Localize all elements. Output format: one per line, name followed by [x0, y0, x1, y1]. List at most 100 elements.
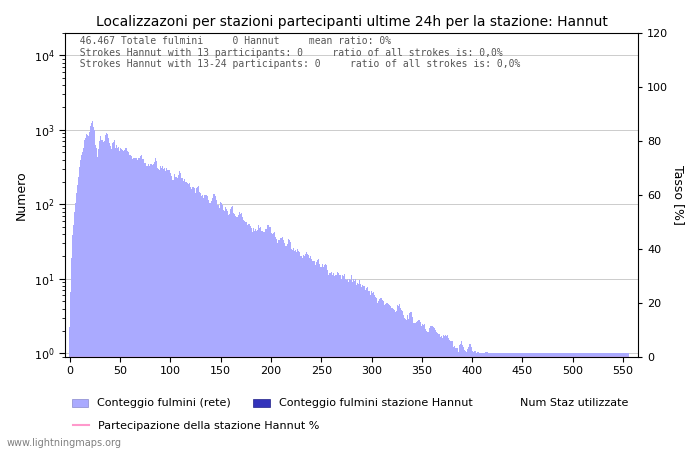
Bar [515, 353, 516, 450]
Bar [497, 353, 498, 450]
Bar [428, 332, 429, 450]
Bar [525, 353, 526, 450]
Bar [333, 273, 334, 450]
Bar [453, 347, 454, 450]
Bar [475, 351, 476, 450]
Bar [326, 266, 327, 450]
Bar [474, 351, 475, 450]
Bar [324, 265, 325, 450]
Bar [527, 353, 528, 450]
Bar [483, 353, 484, 450]
Bar [118, 151, 120, 450]
Y-axis label: Tasso [%]: Tasso [%] [672, 165, 685, 225]
Bar [86, 134, 88, 450]
Bar [95, 145, 97, 450]
Bar [232, 206, 233, 450]
Bar [322, 264, 323, 450]
Bar [540, 353, 541, 450]
Bar [567, 353, 568, 450]
Bar [155, 158, 156, 450]
Bar [315, 265, 316, 450]
Bar [71, 258, 72, 450]
Bar [546, 353, 547, 450]
Bar [79, 167, 81, 450]
Bar [265, 230, 267, 450]
Bar [499, 353, 500, 450]
Bar [248, 224, 249, 450]
Bar [400, 308, 401, 450]
Bar [122, 151, 124, 450]
Bar [314, 261, 315, 450]
Bar [389, 305, 390, 450]
Bar [74, 212, 76, 450]
Bar [581, 353, 582, 450]
Bar [429, 328, 430, 450]
Bar [146, 166, 147, 450]
Bar [351, 275, 352, 450]
Bar [465, 351, 466, 450]
Bar [115, 148, 116, 450]
Bar [339, 275, 340, 450]
Bar [235, 216, 237, 450]
Bar [134, 158, 136, 450]
Bar [467, 349, 468, 450]
Bar [488, 353, 489, 450]
Bar [150, 164, 152, 450]
Bar [201, 196, 202, 450]
Bar [494, 353, 495, 450]
Bar [94, 127, 95, 450]
Bar [281, 237, 283, 450]
Bar [206, 195, 207, 450]
Bar [543, 353, 544, 450]
Bar [145, 163, 146, 450]
Bar [401, 310, 402, 450]
Bar [506, 353, 507, 450]
Bar [76, 193, 78, 450]
Bar [69, 327, 70, 450]
Bar [168, 170, 169, 450]
Bar [180, 173, 181, 450]
Bar [535, 353, 536, 450]
Bar [582, 353, 583, 450]
Bar [90, 126, 92, 450]
Bar [181, 178, 182, 450]
Bar [327, 270, 328, 450]
Bar [596, 353, 597, 450]
Bar [458, 345, 460, 450]
Bar [461, 345, 463, 450]
Bar [523, 353, 524, 450]
Bar [196, 188, 197, 450]
Bar [162, 166, 163, 450]
Bar [539, 353, 540, 450]
Bar [530, 353, 531, 450]
Bar [163, 169, 164, 450]
Bar [583, 353, 584, 450]
Bar [295, 252, 297, 450]
Bar [346, 280, 347, 450]
Bar [396, 311, 398, 450]
Bar [336, 274, 337, 450]
Bar [373, 292, 374, 450]
Bar [247, 225, 248, 450]
Bar [511, 353, 512, 450]
Bar [352, 282, 353, 450]
Bar [149, 166, 150, 450]
Bar [454, 348, 456, 450]
Bar [603, 353, 605, 450]
Bar [113, 140, 115, 450]
Bar [157, 168, 158, 450]
Bar [279, 238, 281, 450]
Bar [476, 353, 477, 450]
Bar [456, 348, 458, 450]
Bar [78, 177, 79, 450]
Bar [550, 353, 551, 450]
Bar [362, 285, 363, 450]
Bar [277, 239, 279, 450]
Bar [120, 149, 122, 450]
Bar [408, 319, 409, 450]
Bar [481, 353, 482, 450]
Bar [363, 286, 364, 450]
Bar [192, 187, 193, 450]
Bar [210, 203, 211, 450]
Bar [148, 164, 149, 450]
